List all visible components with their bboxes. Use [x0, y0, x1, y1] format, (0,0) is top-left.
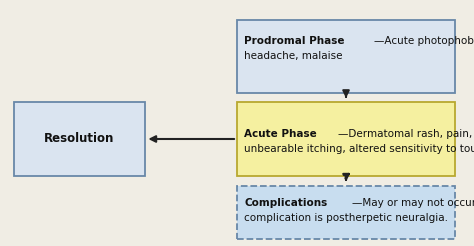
Text: headache, malaise: headache, malaise	[244, 51, 343, 61]
FancyBboxPatch shape	[14, 102, 145, 176]
Text: Acute Phase: Acute Phase	[244, 129, 317, 139]
Text: —Acute photophobia, pain,: —Acute photophobia, pain,	[374, 36, 474, 46]
Text: Complications: Complications	[244, 198, 328, 208]
Text: Prodromal Phase: Prodromal Phase	[244, 36, 345, 46]
Text: complication is postherpetic neuralgia.: complication is postherpetic neuralgia.	[244, 213, 448, 223]
FancyBboxPatch shape	[237, 20, 455, 93]
Text: unbearable itching, altered sensitivity to touch: unbearable itching, altered sensitivity …	[244, 144, 474, 154]
FancyBboxPatch shape	[237, 186, 455, 239]
FancyBboxPatch shape	[237, 102, 455, 176]
Text: —May or may not occur; common: —May or may not occur; common	[352, 198, 474, 208]
Text: —Dermatomal rash, pain,: —Dermatomal rash, pain,	[338, 129, 472, 139]
Text: Resolution: Resolution	[44, 133, 115, 145]
